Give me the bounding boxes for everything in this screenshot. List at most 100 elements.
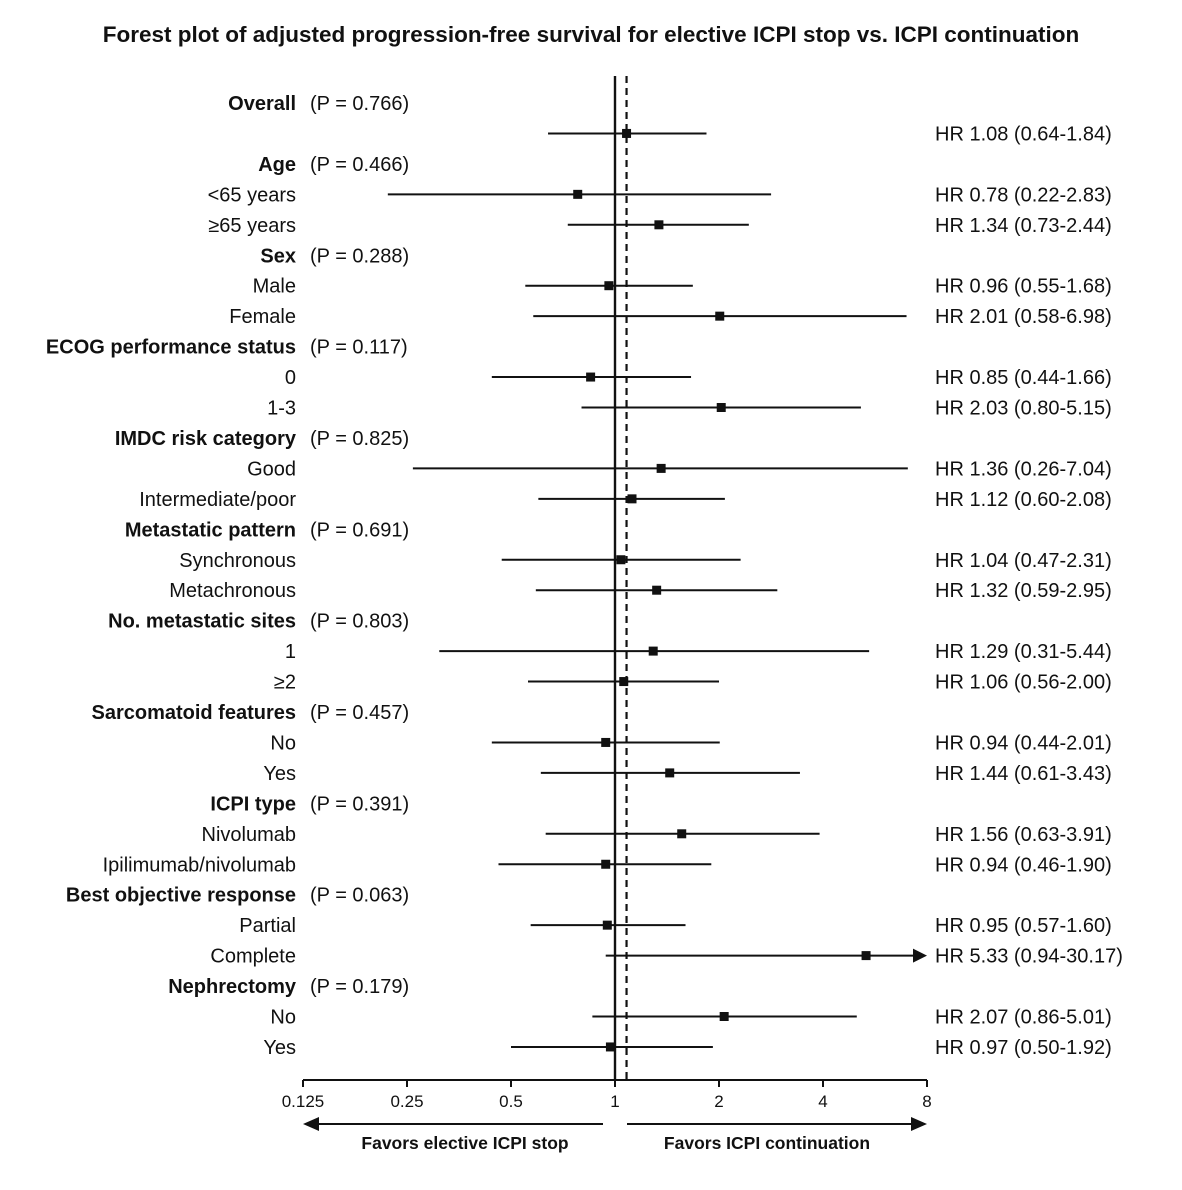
subgroup-label: Intermediate/poor [139,489,296,511]
hazard-ratio-text: HR 0.95 (0.57-1.60) [935,915,1112,937]
hazard-ratio-text: HR 1.36 (0.26-7.04) [935,458,1112,480]
hazard-ratio-text: HR 0.96 (0.55-1.68) [935,276,1112,298]
group-label: No. metastatic sites [108,611,296,633]
subgroup-label: <65 years [208,184,296,206]
hazard-ratio-marker [861,951,871,961]
subgroup-label: Male [253,276,296,298]
hazard-ratio-text: HR 1.06 (0.56-2.00) [935,672,1112,694]
hazard-ratio-marker [619,677,629,687]
hazard-ratio-marker [627,494,637,504]
x-tick-label: 0.125 [282,1092,325,1111]
subgroup-label: Complete [210,946,296,968]
hazard-ratio-marker [605,1042,615,1052]
subgroup-label: Yes [263,763,296,785]
group-p-value: (P = 0.179) [310,976,409,998]
favors-left-arrowhead [303,1117,319,1131]
group-label: ICPI type [210,793,296,815]
x-tick-label: 4 [818,1092,827,1111]
hazard-ratio-text: HR 2.01 (0.58-6.98) [935,306,1112,328]
subgroup-label: Partial [239,915,296,937]
rows-layer: Overall (P = 0.766) HR 1.08 (0.64-1.84) Age… [46,76,1123,1080]
x-tick-label: 8 [922,1092,931,1111]
group-p-value: (P = 0.391) [310,793,409,815]
x-tick-label: 0.5 [499,1092,523,1111]
subgroup-label: Ipilimumab/nivolumab [103,854,296,876]
group-p-value: (P = 0.766) [310,93,409,115]
hazard-ratio-marker [616,555,626,565]
hazard-ratio-marker [601,737,611,747]
ci-clipped-arrow [913,948,927,963]
group-p-value: (P = 0.691) [310,519,409,541]
hazard-ratio-marker [601,859,611,869]
hazard-ratio-marker [654,220,664,230]
x-tick-label: 1 [610,1092,619,1111]
favors-right-label: Favors ICPI continuation [664,1133,870,1153]
subgroup-label: Female [229,306,296,328]
subgroup-label: No [270,732,296,754]
hazard-ratio-text: HR 1.32 (0.59-2.95) [935,580,1112,602]
subgroup-label: Synchronous [179,550,296,572]
hazard-ratio-text: HR 1.04 (0.47-2.31) [935,550,1112,572]
hazard-ratio-text: HR 1.08 (0.64-1.84) [935,123,1112,145]
hazard-ratio-text: HR 5.33 (0.94-30.17) [935,946,1123,968]
hazard-ratio-marker [573,189,583,199]
hazard-ratio-text: HR 1.12 (0.60-2.08) [935,489,1112,511]
group-p-value: (P = 0.466) [310,154,409,176]
x-axis: 0.125 0.25 0.5 1 2 4 8 [282,1079,932,1111]
group-p-value: (P = 0.063) [310,885,409,907]
hazard-ratio-marker [665,768,675,778]
hazard-ratio-marker [622,128,632,138]
hazard-ratio-text: HR 2.03 (0.80-5.15) [935,398,1112,420]
group-p-value: (P = 0.288) [310,245,409,267]
group-label: Age [258,154,296,176]
group-label: Nephrectomy [168,976,297,998]
subgroup-label: Metachronous [169,580,296,602]
x-tick-label: 2 [714,1092,723,1111]
hazard-ratio-text: HR 0.97 (0.50-1.92) [935,1037,1112,1059]
chart-title: Forest plot of adjusted progression-free… [102,22,1080,47]
group-p-value: (P = 0.457) [310,702,409,724]
group-p-value: (P = 0.825) [310,428,409,450]
hazard-ratio-text: HR 1.44 (0.61-3.43) [935,763,1112,785]
group-p-value: (P = 0.803) [310,611,409,633]
subgroup-label: Good [247,458,296,480]
x-tick-label: 0.25 [390,1092,423,1111]
hazard-ratio-marker [719,1012,729,1021]
hazard-ratio-text: HR 0.78 (0.22-2.83) [935,184,1112,206]
subgroup-label: 1-3 [267,398,296,420]
subgroup-label: 1 [285,641,296,663]
subgroup-label: No [270,1007,296,1029]
favors-left-label: Favors elective ICPI stop [361,1133,568,1153]
group-p-value: (P = 0.117) [310,337,408,359]
hazard-ratio-text: HR 1.29 (0.31-5.44) [935,641,1112,663]
hazard-ratio-marker [604,281,614,291]
hazard-ratio-text: HR 0.85 (0.44-1.66) [935,367,1112,389]
favors-right-arrowhead [911,1117,927,1131]
group-label: Sex [260,245,296,267]
hazard-ratio-marker [602,920,612,930]
subgroup-label: Yes [263,1037,296,1059]
hazard-ratio-marker [677,829,687,839]
favors-annotations: Favors elective ICPI stop Favors ICPI con… [303,1117,927,1153]
hazard-ratio-marker [648,646,658,656]
group-label: Metastatic pattern [125,519,296,541]
group-label: Best objective response [66,885,296,907]
hazard-ratio-marker [652,585,662,595]
subgroup-label: 0 [285,367,296,389]
hazard-ratio-marker [716,403,726,412]
hazard-ratio-marker [715,311,725,321]
hazard-ratio-marker [656,463,666,473]
group-label: Overall [228,93,296,115]
group-label: Sarcomatoid features [91,702,296,724]
hazard-ratio-marker [586,372,596,382]
hazard-ratio-text: HR 0.94 (0.46-1.90) [935,854,1112,876]
hazard-ratio-text: HR 1.56 (0.63-3.91) [935,824,1112,846]
group-label: IMDC risk category [115,428,297,450]
hazard-ratio-text: HR 1.34 (0.73-2.44) [935,215,1112,237]
hazard-ratio-text: HR 0.94 (0.44-2.01) [935,732,1112,754]
subgroup-label: Nivolumab [202,824,296,846]
hazard-ratio-text: HR 2.07 (0.86-5.01) [935,1007,1112,1029]
subgroup-label: ≥2 [274,672,296,694]
subgroup-label: ≥65 years [208,215,296,237]
